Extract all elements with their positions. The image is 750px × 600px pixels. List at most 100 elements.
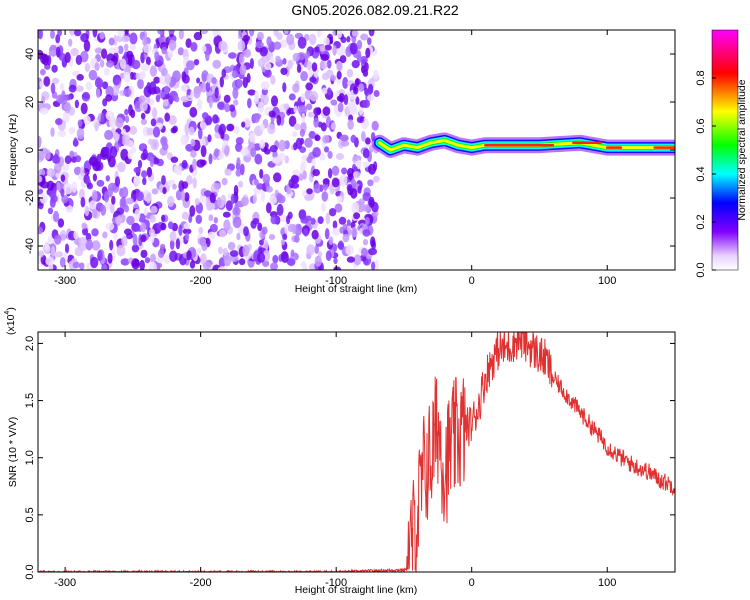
spectrogram-cell: [349, 42, 358, 55]
spectrogram-cell: [200, 121, 207, 130]
spectrogram-cell: [108, 37, 115, 46]
spectrogram-cell: [212, 30, 219, 37]
spectrogram-cell: [53, 210, 60, 223]
colorbar-ticks: 0.0 0.2 0.4 0.6 0.8: [695, 70, 716, 278]
spectrogram-cell: [257, 58, 266, 68]
spectrogram-cell: [102, 146, 110, 155]
spectrogram-cell: [247, 98, 252, 109]
spectrogram-cell: [340, 140, 350, 147]
x-tick-label: -300: [54, 577, 76, 589]
spectrogram-cell: [123, 71, 131, 83]
spectrogram-cell: [265, 180, 270, 188]
spectrogram-cell: [273, 30, 279, 37]
x-tick-label: -200: [190, 577, 212, 589]
spectrogram-cell: [284, 222, 289, 234]
spectrogram-cell: [61, 195, 69, 204]
spectrogram-cell: [282, 233, 288, 241]
spectrogram-cell: [290, 174, 299, 184]
spectrogram-cell: [100, 112, 105, 125]
spectrogram-cell: [205, 49, 210, 62]
snr-multiplier-exp: 4: [4, 311, 11, 315]
spectrogram-cell: [140, 222, 147, 233]
spectrogram-cell: [138, 72, 145, 80]
spectrogram-cell: [308, 130, 316, 139]
spectrogram-cell: [124, 43, 129, 51]
spectrogram-cell: [105, 175, 111, 182]
spectrogram-cell: [85, 81, 93, 91]
spectrogram-cell: [74, 246, 84, 257]
spectrogram-cell: [170, 156, 179, 163]
spectrogram-cell: [271, 95, 278, 107]
spectrogram-cell: [163, 255, 171, 264]
spectrogram-cell: [260, 81, 270, 91]
spectrogram-cell: [209, 223, 218, 233]
x-tick-label: -200: [190, 275, 212, 287]
spectrogram-cell: [233, 99, 239, 106]
spectrogram-cell: [105, 85, 114, 97]
spectrogram-cell: [339, 134, 349, 141]
spectrogram-cell: [167, 221, 174, 230]
spectrogram-cell: [169, 239, 175, 250]
spectrogram-cell: [57, 130, 67, 138]
spectrogram-cell: [272, 254, 279, 264]
spectrogram-cell: [259, 46, 268, 57]
spectrogram-cell: [142, 148, 148, 160]
spectrogram-cell: [38, 188, 44, 195]
spectrogram-cell: [217, 266, 227, 270]
spectrogram-cell: [277, 152, 286, 162]
spectrogram-cell: [199, 30, 209, 35]
spectrogram-cell: [221, 68, 227, 79]
spectrogram-cell: [321, 202, 326, 212]
spectrogram-cell: [200, 253, 207, 265]
spectrogram-cell: [316, 107, 322, 115]
spectrogram-cell: [342, 223, 349, 232]
spectrogram-cell: [88, 69, 98, 81]
spectrogram-cell: [201, 242, 208, 252]
spectrogram-cell: [199, 137, 206, 149]
spectrogram-cell: [294, 234, 300, 243]
y-tick-label: 1.5: [24, 393, 36, 408]
spectrogram-cell: [235, 169, 242, 177]
spectrogram-cell: [238, 53, 245, 65]
spectrogram-cell: [184, 192, 190, 202]
spectrogram-cell: [264, 68, 272, 78]
spectrogram-cell: [337, 195, 342, 203]
spectrogram-cell: [186, 89, 191, 96]
spectrogram-cell: [78, 237, 87, 246]
spectrogram-cell: [119, 187, 124, 197]
spectrogram-cell: [250, 147, 257, 158]
spectrogram-cell: [130, 109, 136, 119]
spectrogram-cell: [270, 214, 278, 225]
spectrogram-cell: [140, 249, 148, 259]
spectrogram-cell: [358, 198, 366, 206]
spectrogram-cell: [286, 258, 296, 266]
spectrogram-cell: [54, 251, 64, 258]
spectrogram-cell: [95, 88, 101, 99]
spectrogram-cell: [38, 136, 42, 148]
signal-band: [371, 132, 675, 158]
spectrogram-cell: [124, 115, 130, 123]
spectrogram-cell: [102, 81, 109, 90]
spectrogram-cell: [324, 44, 332, 51]
spectrogram-cell: [263, 148, 271, 155]
spectrogram-cell: [151, 107, 158, 119]
spectrogram-cell: [80, 33, 89, 43]
spectrogram-cell: [312, 169, 321, 177]
spectrogram-cell: [296, 64, 302, 73]
snr-y-axis: 0.0 0.5 1.0 1.5 2.0: [24, 336, 675, 580]
spectrogram-cell: [150, 253, 156, 264]
spectrogram-cell: [91, 228, 99, 237]
spectrogram-cell: [129, 125, 138, 135]
spectrogram-cell: [267, 123, 276, 135]
spectrogram-cell: [189, 107, 198, 118]
spectrogram-cell: [254, 153, 263, 165]
spectrogram-cell: [185, 38, 192, 48]
spectrogram-cell: [364, 216, 370, 226]
spectrogram-cell: [336, 70, 342, 80]
spectrogram-cell: [368, 30, 375, 37]
spectrogram-cell: [104, 129, 114, 141]
spectrogram-cell: [131, 258, 140, 270]
spectrogram-cell: [233, 184, 239, 196]
spectrogram-cell: [306, 60, 312, 71]
y-tick-label: -20: [24, 190, 36, 206]
